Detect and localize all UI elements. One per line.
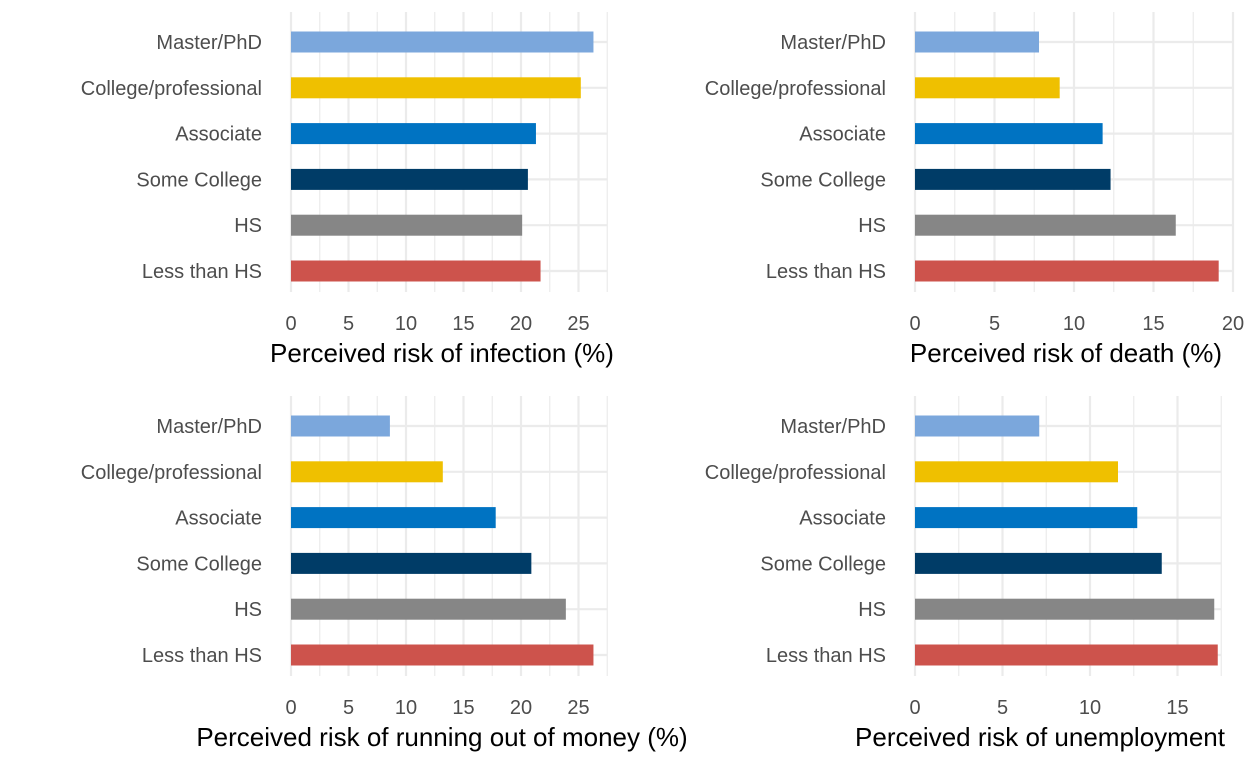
bar-hs (915, 598, 1215, 620)
category-label: Less than HS (766, 261, 886, 283)
bar-associate (915, 507, 1138, 529)
bar-less-than-hs (915, 644, 1218, 666)
x-tick-label: 20 (1222, 313, 1244, 335)
bar-associate (915, 123, 1103, 145)
bar-master-phd (291, 415, 390, 437)
x-tick-label: 15 (1142, 313, 1164, 335)
panel-3: 0 5 10 15 20 25 Master/PhD College/professional… (81, 396, 688, 752)
category-label: Less than HS (766, 645, 886, 667)
category-label: HS (858, 215, 886, 237)
category-label: College/professional (705, 78, 886, 100)
x-tick-label: 10 (1079, 697, 1101, 719)
x-tick-label: 25 (567, 697, 589, 719)
x-tick-label: 25 (567, 313, 589, 335)
bar-master-phd (915, 415, 1040, 437)
category-label: College/professional (81, 462, 262, 484)
bar-master-phd (291, 31, 594, 53)
category-label: Some College (136, 169, 262, 191)
category-label: Master/PhD (780, 32, 886, 54)
x-tick-label: 0 (285, 313, 296, 335)
x-tick-label: 5 (343, 313, 354, 335)
bar-less-than-hs (291, 644, 594, 666)
category-label: Some College (760, 553, 886, 575)
category-label: College/professional (705, 462, 886, 484)
category-label: Associate (175, 124, 262, 146)
bar-some-college (291, 552, 532, 574)
panel-2: 0 5 10 15 20 Master/PhD College/professional As… (705, 12, 1244, 368)
x-tick-label: 20 (510, 313, 532, 335)
x-tick-label: 20 (510, 697, 532, 719)
bar-college-professional (915, 461, 1118, 483)
bar-college-professional (915, 77, 1060, 99)
panel-1: 0 5 10 15 20 25 Master/PhD College/professional… (81, 12, 614, 368)
bar-hs (915, 214, 1176, 236)
x-tick-label: 15 (452, 697, 474, 719)
bar-college-professional (291, 77, 581, 99)
category-label: HS (234, 599, 262, 621)
category-label: Less than HS (142, 645, 262, 667)
category-label: HS (858, 599, 886, 621)
category-label: Associate (175, 508, 262, 530)
category-label: Master/PhD (780, 416, 886, 438)
category-label: College/professional (81, 78, 262, 100)
bar-some-college (915, 552, 1162, 574)
x-axis-title: Perceived risk of infection (%) (270, 338, 614, 368)
x-tick-label: 5 (997, 697, 1008, 719)
x-tick-label: 15 (1166, 697, 1188, 719)
bar-associate (291, 123, 536, 145)
x-axis-title: Perceived risk of death (%) (910, 338, 1222, 368)
x-tick-label: 10 (395, 313, 417, 335)
bar-associate (291, 507, 496, 529)
category-label: Some College (136, 553, 262, 575)
bar-master-phd (915, 31, 1040, 53)
bar-college-professional (291, 461, 443, 483)
x-axis-title: Perceived risk of running out of money (… (196, 722, 687, 752)
bar-hs (291, 214, 523, 236)
category-label: Less than HS (142, 261, 262, 283)
category-label: Associate (799, 124, 886, 146)
category-label: Some College (760, 169, 886, 191)
bar-less-than-hs (915, 260, 1219, 282)
x-tick-label: 15 (452, 313, 474, 335)
category-label: HS (234, 215, 262, 237)
x-tick-label: 10 (395, 697, 417, 719)
x-axis-title: Perceived risk of unemployment (855, 722, 1226, 752)
bar-less-than-hs (291, 260, 541, 282)
bar-some-college (915, 168, 1111, 190)
x-tick-label: 5 (989, 313, 1000, 335)
x-tick-label: 0 (909, 313, 920, 335)
x-tick-label: 0 (909, 697, 920, 719)
category-label: Master/PhD (156, 416, 262, 438)
x-tick-label: 10 (1063, 313, 1085, 335)
category-label: Associate (799, 508, 886, 530)
bar-hs (291, 598, 566, 620)
category-label: Master/PhD (156, 32, 262, 54)
x-tick-label: 5 (343, 697, 354, 719)
x-tick-label: 0 (285, 697, 296, 719)
bar-some-college (291, 168, 528, 190)
panel-4: 0 5 10 15 Master/PhD College/professional Asso… (705, 396, 1226, 752)
